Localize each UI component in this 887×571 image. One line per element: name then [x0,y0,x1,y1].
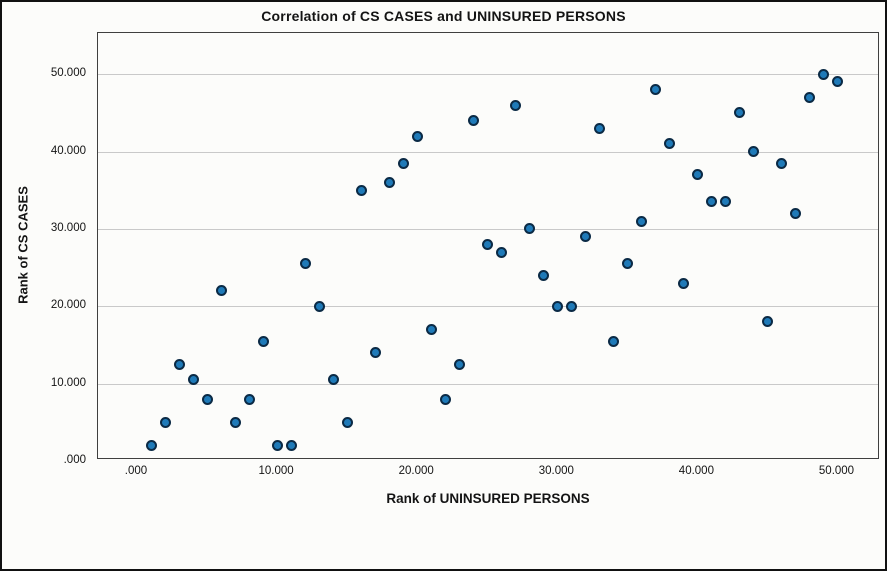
data-point [187,374,199,386]
y-tick-label: .000 [63,454,86,467]
data-point [341,416,353,428]
data-point [495,246,507,258]
plot-area [97,32,879,459]
data-point [621,258,633,270]
data-point [481,238,493,250]
data-point [719,196,731,208]
data-point [818,68,829,80]
data-point [593,122,605,134]
y-tick-label: 20.000 [50,299,86,312]
gridline [98,383,878,385]
data-point [747,146,759,157]
x-tick-label: 50.000 [818,465,855,477]
gridline [98,151,878,153]
x-tick-label: 30.000 [538,465,574,477]
y-tick-label: 30.000 [50,221,86,234]
x-tick-label: .000 [124,465,148,477]
data-point [804,91,815,103]
x-tick-label: 20.000 [398,465,434,477]
data-point [215,285,227,297]
data-point [776,157,787,169]
data-point [313,300,325,312]
data-point [649,84,661,96]
x-tick-label: 40.000 [678,465,714,477]
chart-title: Correlation of CS CASES and UNINSURED PE… [261,8,626,24]
data-point [369,347,381,359]
data-point [635,215,647,227]
data-point [159,416,171,428]
data-point [523,223,535,235]
data-point [243,393,255,405]
data-point [299,258,311,270]
data-point [411,130,423,142]
data-point [439,393,451,405]
data-point [607,335,619,347]
data-point [537,269,549,281]
data-point [579,231,591,243]
data-point [285,440,297,452]
data-point [565,300,577,312]
data-point [229,416,241,428]
data-point [201,393,213,405]
y-tick-label: 10.000 [50,376,86,389]
data-point [663,138,675,150]
data-point [705,196,717,208]
gridline [98,306,878,308]
data-point [145,440,157,452]
data-point [383,177,395,188]
y-axis-title: Rank of CS CASES [15,186,31,304]
data-point [691,169,703,181]
data-point [762,316,773,328]
data-point [425,324,437,335]
data-point [733,107,745,119]
data-point [509,99,521,111]
data-point [677,277,689,289]
data-point [327,374,339,386]
data-point [355,184,367,196]
data-point [832,76,843,88]
data-point [397,157,409,169]
data-point [271,440,283,452]
data-point [551,300,563,312]
data-point [257,335,269,347]
x-tick-label: 10.000 [258,465,294,477]
data-point [467,115,479,126]
data-point [453,358,465,370]
gridline [98,74,878,76]
data-point [790,207,801,219]
y-tick-label: 50.000 [50,67,86,80]
x-axis-title: Rank of UNINSURED PERSONS [386,491,590,506]
y-tick-label: 40.000 [50,144,86,157]
data-point [173,358,185,370]
gridline [98,228,878,230]
